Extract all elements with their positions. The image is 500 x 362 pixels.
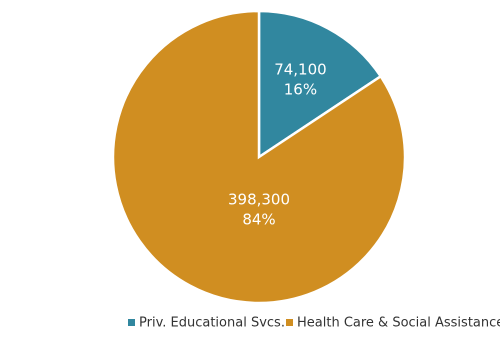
value-label: 398,300 bbox=[228, 191, 290, 209]
legend-marker bbox=[286, 319, 293, 326]
legend-label: Health Care & Social Assistance bbox=[297, 316, 500, 331]
value-label: 74,100 bbox=[274, 60, 327, 78]
percent-label: 16% bbox=[284, 80, 317, 98]
pie-slice bbox=[257, 9, 383, 160]
pie-slice bbox=[111, 9, 407, 305]
percent-label: 84% bbox=[242, 211, 275, 229]
legend-marker bbox=[128, 319, 135, 326]
legend-label: Priv. Educational Svcs. bbox=[139, 316, 285, 331]
